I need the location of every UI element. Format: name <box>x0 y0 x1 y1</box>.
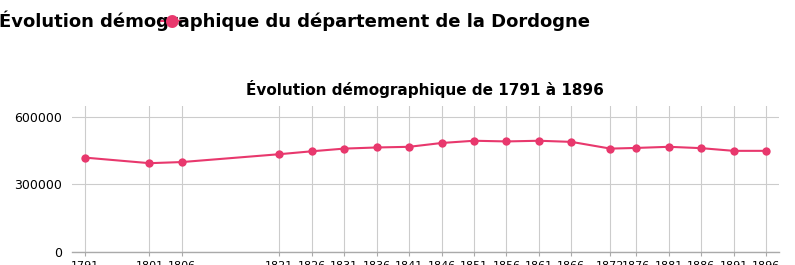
Title: Évolution démographique de 1791 à 1896: Évolution démographique de 1791 à 1896 <box>246 80 604 98</box>
Text: ●: ● <box>164 12 178 30</box>
Text: Évolution démographique du département de la Dordogne: Évolution démographique du département d… <box>0 11 590 32</box>
